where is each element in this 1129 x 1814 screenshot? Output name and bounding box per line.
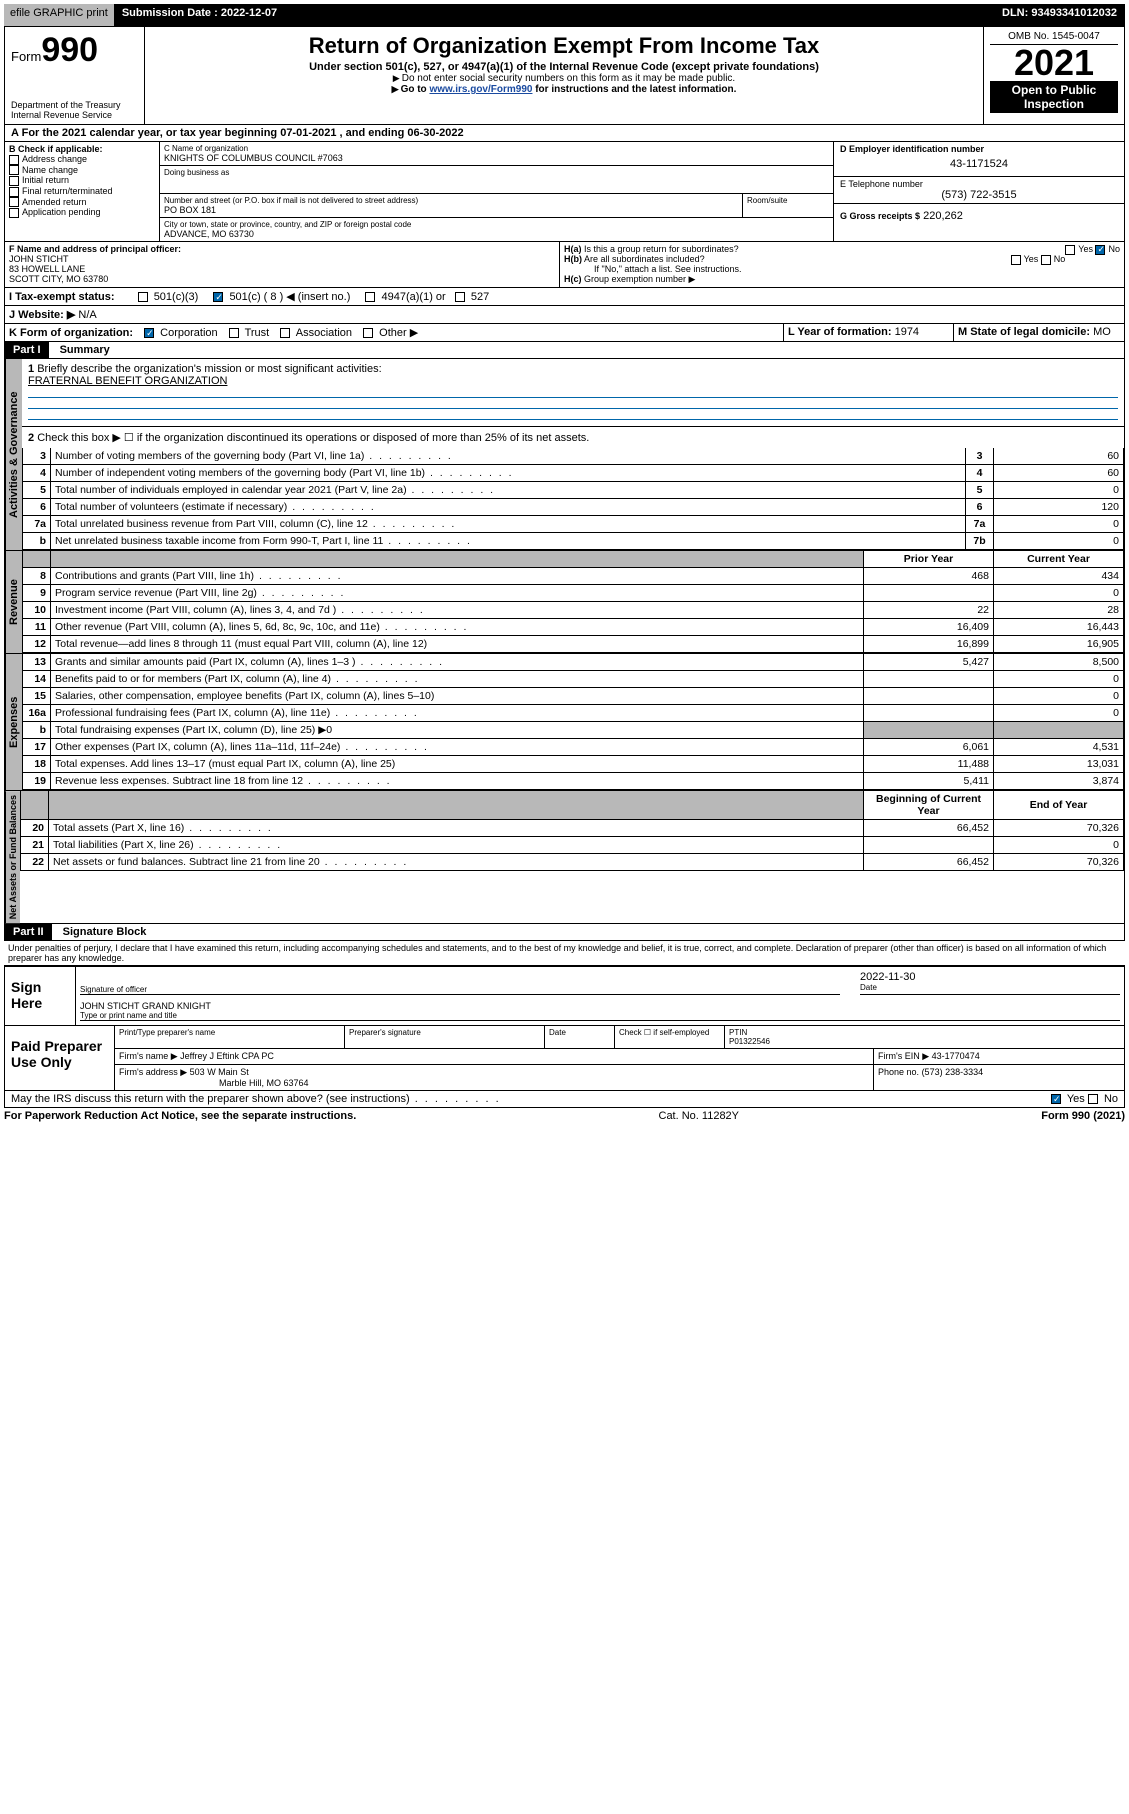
vtab-net-assets: Net Assets or Fund Balances [5, 791, 20, 923]
vtab-revenue: Revenue [5, 551, 22, 653]
tax-year: 2021 [990, 45, 1118, 81]
org-city: ADVANCE, MO 63730 [164, 229, 829, 239]
summary-table-netassets: Beginning of Current YearEnd of Year 20T… [20, 791, 1124, 871]
page-footer: For Paperwork Reduction Act Notice, see … [4, 1108, 1125, 1124]
perjury-declaration: Under penalties of perjury, I declare th… [4, 941, 1125, 965]
summary-table-expenses: 13Grants and similar amounts paid (Part … [22, 654, 1124, 790]
part1-title: Summary [52, 344, 110, 356]
ptin-value: P01322546 [729, 1037, 770, 1046]
ein-value: 43-1171524 [840, 154, 1118, 174]
part2-header: Part II [5, 924, 52, 940]
instr-ssn: Do not enter social security numbers on … [151, 73, 977, 84]
signature-date: 2022-11-30 [860, 971, 1120, 983]
open-public-badge: Open to Public Inspection [990, 81, 1118, 113]
summary-table-revenue: Prior YearCurrent Year 8Contributions an… [22, 551, 1124, 653]
sign-here-block: Sign Here Signature of officer 2022-11-3… [4, 965, 1125, 1026]
form-title: Return of Organization Exempt From Incom… [151, 33, 977, 59]
vtab-activities-governance: Activities & Governance [5, 359, 22, 550]
officer-name: JOHN STICHT GRAND KNIGHT [80, 1001, 1120, 1011]
topbar: efile GRAPHIC print Submission Date : 20… [4, 4, 1125, 26]
line-j: J Website: ▶ N/A [4, 306, 1125, 324]
efile-print-label[interactable]: efile GRAPHIC print [4, 4, 114, 26]
corp-checkbox[interactable] [144, 328, 154, 338]
discuss-yes-checkbox[interactable] [1051, 1094, 1061, 1104]
form-subtitle: Under section 501(c), 527, or 4947(a)(1)… [151, 61, 977, 73]
ha-no-checkbox[interactable] [1095, 245, 1105, 255]
dept-treasury: Department of the Treasury [11, 100, 138, 110]
irs-label: Internal Revenue Service [11, 110, 138, 120]
block-b: B Check if applicable: Address change Na… [5, 142, 160, 241]
dln-label: DLN: 93493341012032 [994, 4, 1125, 26]
submission-date: Submission Date : 2022-12-07 [114, 4, 285, 26]
gross-receipts: 220,262 [923, 210, 963, 222]
blocks-fh: F Name and address of principal officer:… [4, 242, 1125, 288]
line-klm: K Form of organization: Corporation Trus… [4, 324, 1125, 342]
block-f: F Name and address of principal officer:… [5, 242, 560, 287]
block-d: D Employer identification number 43-1171… [834, 142, 1124, 241]
form990-link[interactable]: www.irs.gov/Form990 [429, 84, 532, 95]
vtab-expenses: Expenses [5, 654, 22, 790]
paid-preparer-block: Paid Preparer Use Only Print/Type prepar… [4, 1026, 1125, 1091]
501c-checkbox[interactable] [213, 292, 223, 302]
part2-title: Signature Block [55, 926, 147, 938]
topbar-spacer [285, 4, 994, 26]
blocks-bcd: B Check if applicable: Address change Na… [4, 142, 1125, 242]
mission-text: FRATERNAL BENEFIT ORGANIZATION [28, 375, 227, 387]
line-a-tax-year: A For the 2021 calendar year, or tax yea… [4, 125, 1125, 142]
part1-header: Part I [5, 342, 49, 358]
telephone: (573) 722-3515 [840, 189, 1118, 201]
firm-name: Jeffrey J Eftink CPA PC [180, 1051, 274, 1061]
irs-discuss-row: May the IRS discuss this return with the… [4, 1091, 1125, 1108]
summary-table-ag: 3Number of voting members of the governi… [22, 448, 1124, 550]
block-c: C Name of organization KNIGHTS OF COLUMB… [160, 142, 834, 241]
line-i: I Tax-exempt status: 501(c)(3) 501(c) ( … [4, 288, 1125, 306]
org-name: KNIGHTS OF COLUMBUS COUNCIL #7063 [164, 153, 829, 163]
form-header: Form990 Department of the Treasury Inter… [4, 26, 1125, 125]
block-h: H(a) Is this a group return for subordin… [560, 242, 1124, 287]
form-number: Form990 [11, 31, 138, 70]
instr-link: Go to www.irs.gov/Form990 for instructio… [151, 84, 977, 95]
org-address: PO BOX 181 [164, 205, 738, 215]
